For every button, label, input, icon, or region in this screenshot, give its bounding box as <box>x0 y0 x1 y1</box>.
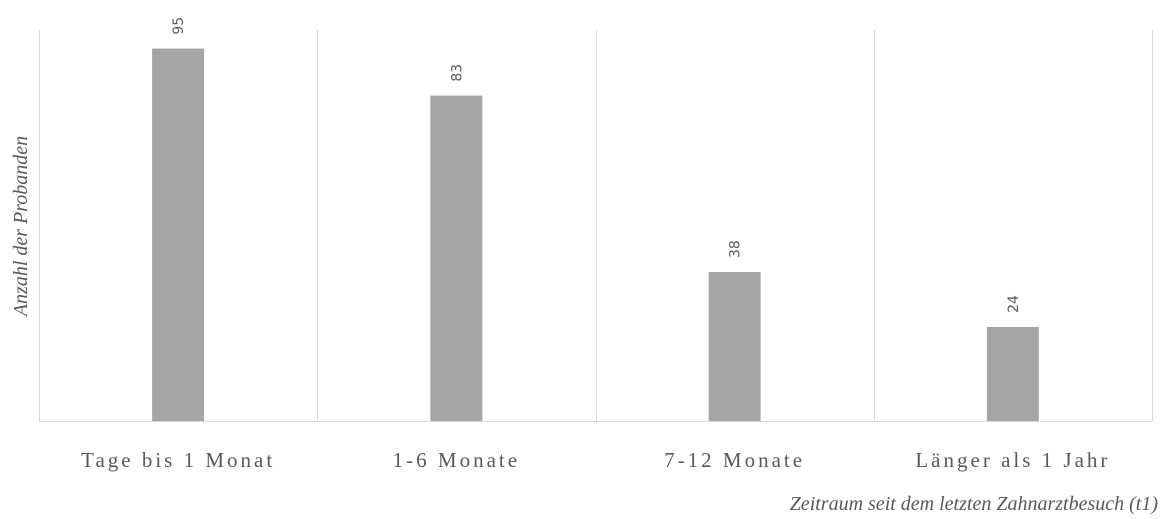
bar-value-label: 95 <box>171 17 187 35</box>
bar <box>430 95 483 421</box>
bar <box>152 48 205 421</box>
bars-group <box>152 48 1039 421</box>
bar <box>986 326 1039 421</box>
category-label: 7-12 Monate <box>664 448 805 472</box>
value-labels-group: 95 83 38 24 <box>171 17 1022 313</box>
bar <box>708 272 761 421</box>
category-label: 1-6 Monate <box>393 448 520 472</box>
y-axis-title: Anzahl der Probanden <box>10 136 32 318</box>
bar-value-label: 83 <box>449 64 465 82</box>
x-axis-title: Zeitraum seit dem letzten Zahnarztbesuch… <box>790 493 1159 515</box>
bar-value-label: 38 <box>728 240 744 258</box>
bar-value-label: 24 <box>1006 295 1022 313</box>
category-labels-group: Tage bis 1 Monat 1-6 Monate 7-12 Monate Län… <box>81 448 1110 472</box>
category-dividers <box>39 30 1153 421</box>
category-label: Tage bis 1 Monat <box>81 448 275 472</box>
category-label: Länger als 1 Jahr <box>915 448 1110 472</box>
